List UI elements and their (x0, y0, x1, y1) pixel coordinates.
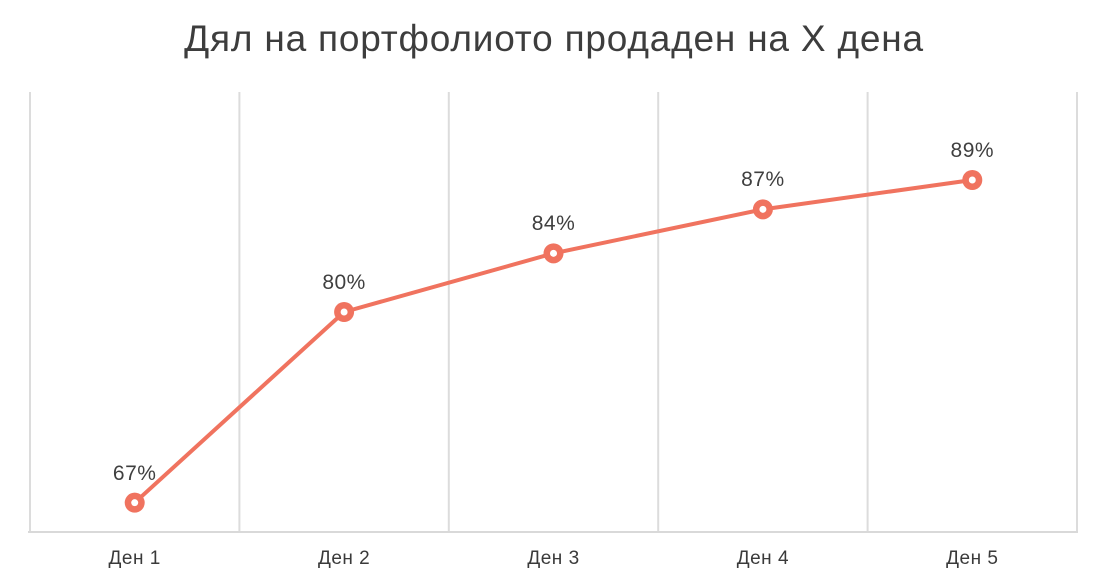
data-point-marker-center (131, 499, 139, 507)
x-axis-label: Ден 4 (736, 548, 790, 569)
x-axis-label: Ден 1 (108, 548, 161, 569)
x-axis-label: Ден 2 (317, 548, 371, 569)
data-point-label: 87% (741, 168, 785, 192)
data-point-marker-center (759, 205, 767, 213)
data-point-label: 67% (112, 461, 157, 485)
x-axis-label: Ден 5 (946, 548, 999, 569)
chart-title: Дял на портфолиото продаден на X дена (184, 18, 924, 59)
data-point-marker-center (968, 176, 976, 184)
x-axis-label: Ден 3 (527, 548, 580, 569)
data-point-label: 84% (531, 212, 576, 236)
data-point-marker-center (340, 308, 348, 316)
data-point-label: 80% (322, 271, 366, 294)
data-point-label: 89% (950, 139, 995, 162)
data-point-marker-center (550, 249, 557, 257)
